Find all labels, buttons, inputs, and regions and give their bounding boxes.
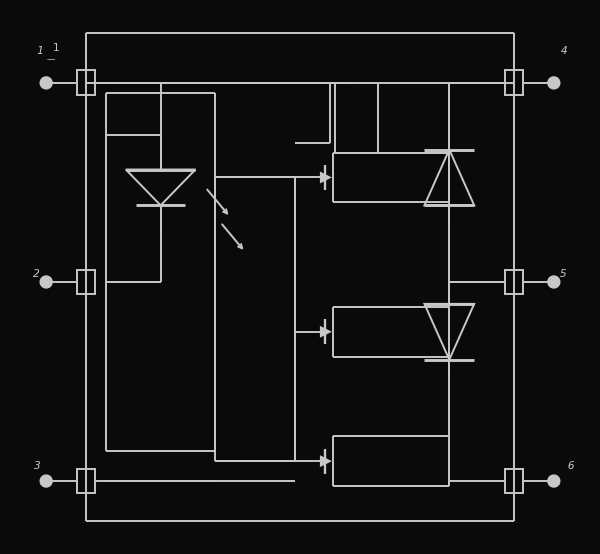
- Bar: [77, 469, 95, 494]
- Bar: [505, 469, 523, 494]
- Bar: [77, 70, 95, 95]
- Circle shape: [40, 475, 52, 487]
- Polygon shape: [320, 172, 332, 183]
- Circle shape: [548, 475, 560, 487]
- Circle shape: [40, 77, 52, 89]
- Polygon shape: [320, 455, 332, 467]
- Text: 5: 5: [560, 269, 567, 279]
- Bar: [77, 270, 95, 294]
- Text: 4: 4: [560, 46, 567, 56]
- Bar: [505, 270, 523, 294]
- Text: 3: 3: [33, 461, 40, 471]
- Circle shape: [548, 276, 560, 288]
- Text: —: —: [47, 55, 55, 64]
- Bar: [505, 70, 523, 95]
- Circle shape: [40, 276, 52, 288]
- Text: 2: 2: [33, 269, 40, 279]
- Text: 6: 6: [568, 461, 574, 471]
- Polygon shape: [320, 326, 332, 338]
- Text: 1: 1: [36, 46, 43, 56]
- Circle shape: [548, 77, 560, 89]
- Text: 1: 1: [53, 43, 59, 53]
